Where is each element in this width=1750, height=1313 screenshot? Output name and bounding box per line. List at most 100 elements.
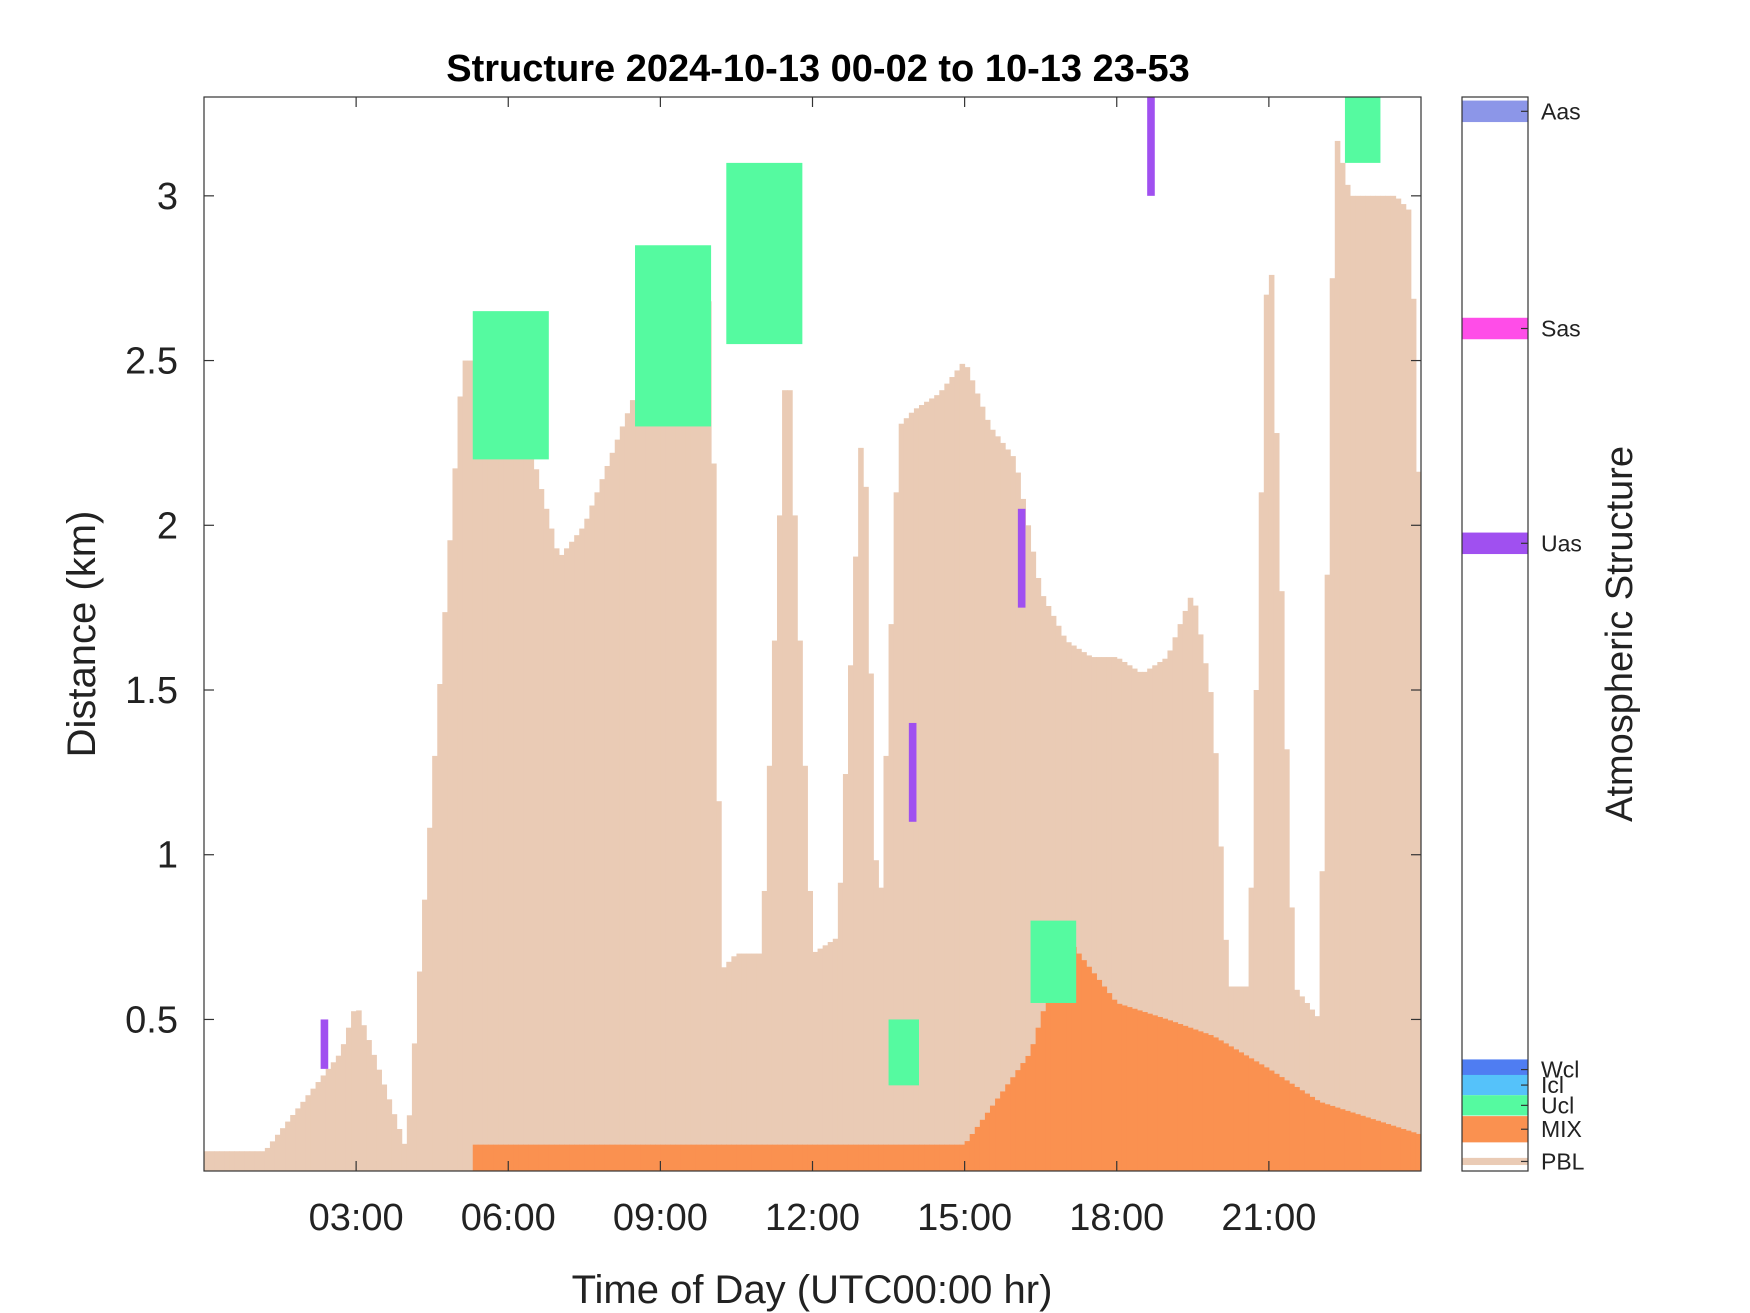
pbl-cell <box>285 1121 291 1171</box>
y-tick-label: 1 <box>157 835 178 877</box>
pbl-cell <box>406 1115 413 1171</box>
pbl-cell <box>249 1151 256 1171</box>
pbl-cell <box>310 1088 317 1171</box>
pbl-cell <box>1400 204 1407 1171</box>
mix-cell <box>579 1144 585 1171</box>
mix-cell <box>1309 1096 1316 1171</box>
pbl-cell <box>1162 658 1168 1171</box>
colorbar-swatch-aas <box>1462 100 1528 123</box>
pbl-cell <box>204 1151 210 1171</box>
mix-cell <box>1208 1035 1214 1171</box>
mix-cell <box>690 1144 697 1171</box>
mix-cell <box>1202 1033 1209 1171</box>
pbl-cell <box>716 801 722 1171</box>
pbl-cell <box>224 1151 230 1171</box>
mix-cell <box>604 1144 611 1171</box>
pbl-cell <box>396 1128 403 1171</box>
mix-cell <box>1126 1007 1133 1171</box>
pbl-cell <box>569 541 575 1171</box>
mix-cell <box>908 1144 915 1171</box>
pbl-cell <box>1324 574 1331 1171</box>
pbl-cell <box>944 383 950 1171</box>
pbl-cell <box>700 314 707 1171</box>
mix-cell <box>1071 946 1077 1171</box>
layer-ucl <box>888 1019 919 1086</box>
mix-cell <box>569 1144 575 1171</box>
pbl-cell <box>1339 162 1346 1171</box>
pbl-cell <box>746 953 753 1171</box>
pbl-cell <box>1344 184 1351 1171</box>
colorbar-tick-label: Sas <box>1541 316 1581 342</box>
pbl-cell <box>645 401 651 1171</box>
pbl-cell <box>229 1151 235 1171</box>
pbl-cell <box>873 860 879 1171</box>
mix-cell <box>1324 1104 1331 1171</box>
pbl-cell <box>523 419 530 1171</box>
mix-cell <box>1086 966 1092 1171</box>
pbl-cell <box>655 408 661 1171</box>
pbl-cell <box>548 528 555 1171</box>
pbl-cell <box>731 956 737 1171</box>
pbl-cell <box>1248 887 1255 1171</box>
mix-cell <box>584 1144 590 1171</box>
mix-cell <box>959 1144 966 1171</box>
pbl-cell <box>863 486 869 1171</box>
mix-cell <box>756 1144 763 1171</box>
colorbar-tick-label: Icl <box>1541 1072 1564 1098</box>
pbl-cell <box>1050 615 1057 1171</box>
pbl-cell <box>457 396 464 1171</box>
mix-cell <box>675 1144 682 1171</box>
pbl-cell <box>538 489 545 1171</box>
pbl-cell <box>371 1054 377 1171</box>
mix-cell <box>1360 1115 1366 1171</box>
mix-cell <box>782 1144 788 1171</box>
colorbar-background <box>1462 97 1528 1171</box>
pbl-cell <box>325 1068 332 1171</box>
pbl-cell <box>680 365 687 1171</box>
mix-cell <box>513 1144 519 1171</box>
pbl-cell <box>391 1114 398 1171</box>
colorbar-swatch-wcl <box>1462 1059 1528 1080</box>
pbl-cell <box>518 393 524 1171</box>
pbl-cell <box>579 528 585 1171</box>
mix-cell <box>1111 999 1118 1171</box>
mix-cell <box>1319 1102 1326 1171</box>
pbl-cell <box>777 515 783 1171</box>
pbl-cell <box>1405 209 1412 1171</box>
mix-cell <box>1350 1112 1356 1171</box>
pbl-cell <box>264 1147 271 1171</box>
pbl-cell <box>635 395 641 1171</box>
x-tick-label: 09:00 <box>613 1197 708 1239</box>
mix-cell <box>706 1144 712 1171</box>
mix-cell <box>721 1144 727 1171</box>
mix-cell <box>1152 1015 1158 1171</box>
mix-cell <box>1162 1018 1168 1171</box>
mix-cell <box>1258 1064 1265 1171</box>
pbl-cell <box>234 1151 240 1171</box>
pbl-cell <box>1350 195 1356 1171</box>
pbl-cell <box>594 492 601 1171</box>
x-axis: 03:00 06:00 09:00 12:00 15:00 18:00 21:00 <box>309 97 1316 1239</box>
mix-cell <box>1314 1100 1321 1171</box>
colorbar-tick-label: Uas <box>1541 530 1582 556</box>
pbl-cell <box>1375 195 1381 1171</box>
pbl-cell <box>690 340 697 1171</box>
mix-cell <box>1020 1063 1026 1171</box>
pbl-cell <box>1182 610 1189 1171</box>
mix-cell <box>1253 1061 1260 1171</box>
pbl-cell <box>209 1151 215 1171</box>
layer-ucl <box>726 162 803 345</box>
pbl-cell <box>1177 624 1184 1171</box>
pbl-cell <box>1035 577 1042 1171</box>
pbl-cell <box>493 344 499 1171</box>
x-tick-label: 15:00 <box>917 1197 1012 1239</box>
pbl-cell <box>984 419 991 1171</box>
pbl-cell <box>422 899 428 1171</box>
colorbar-frame <box>1461 96 1529 1172</box>
pbl-cell <box>1314 1016 1321 1171</box>
mix-cell <box>918 1144 925 1171</box>
pbl-cell <box>883 755 890 1171</box>
colorbar-tick-label: Ucl <box>1541 1092 1574 1118</box>
mix-cell <box>1273 1073 1280 1171</box>
